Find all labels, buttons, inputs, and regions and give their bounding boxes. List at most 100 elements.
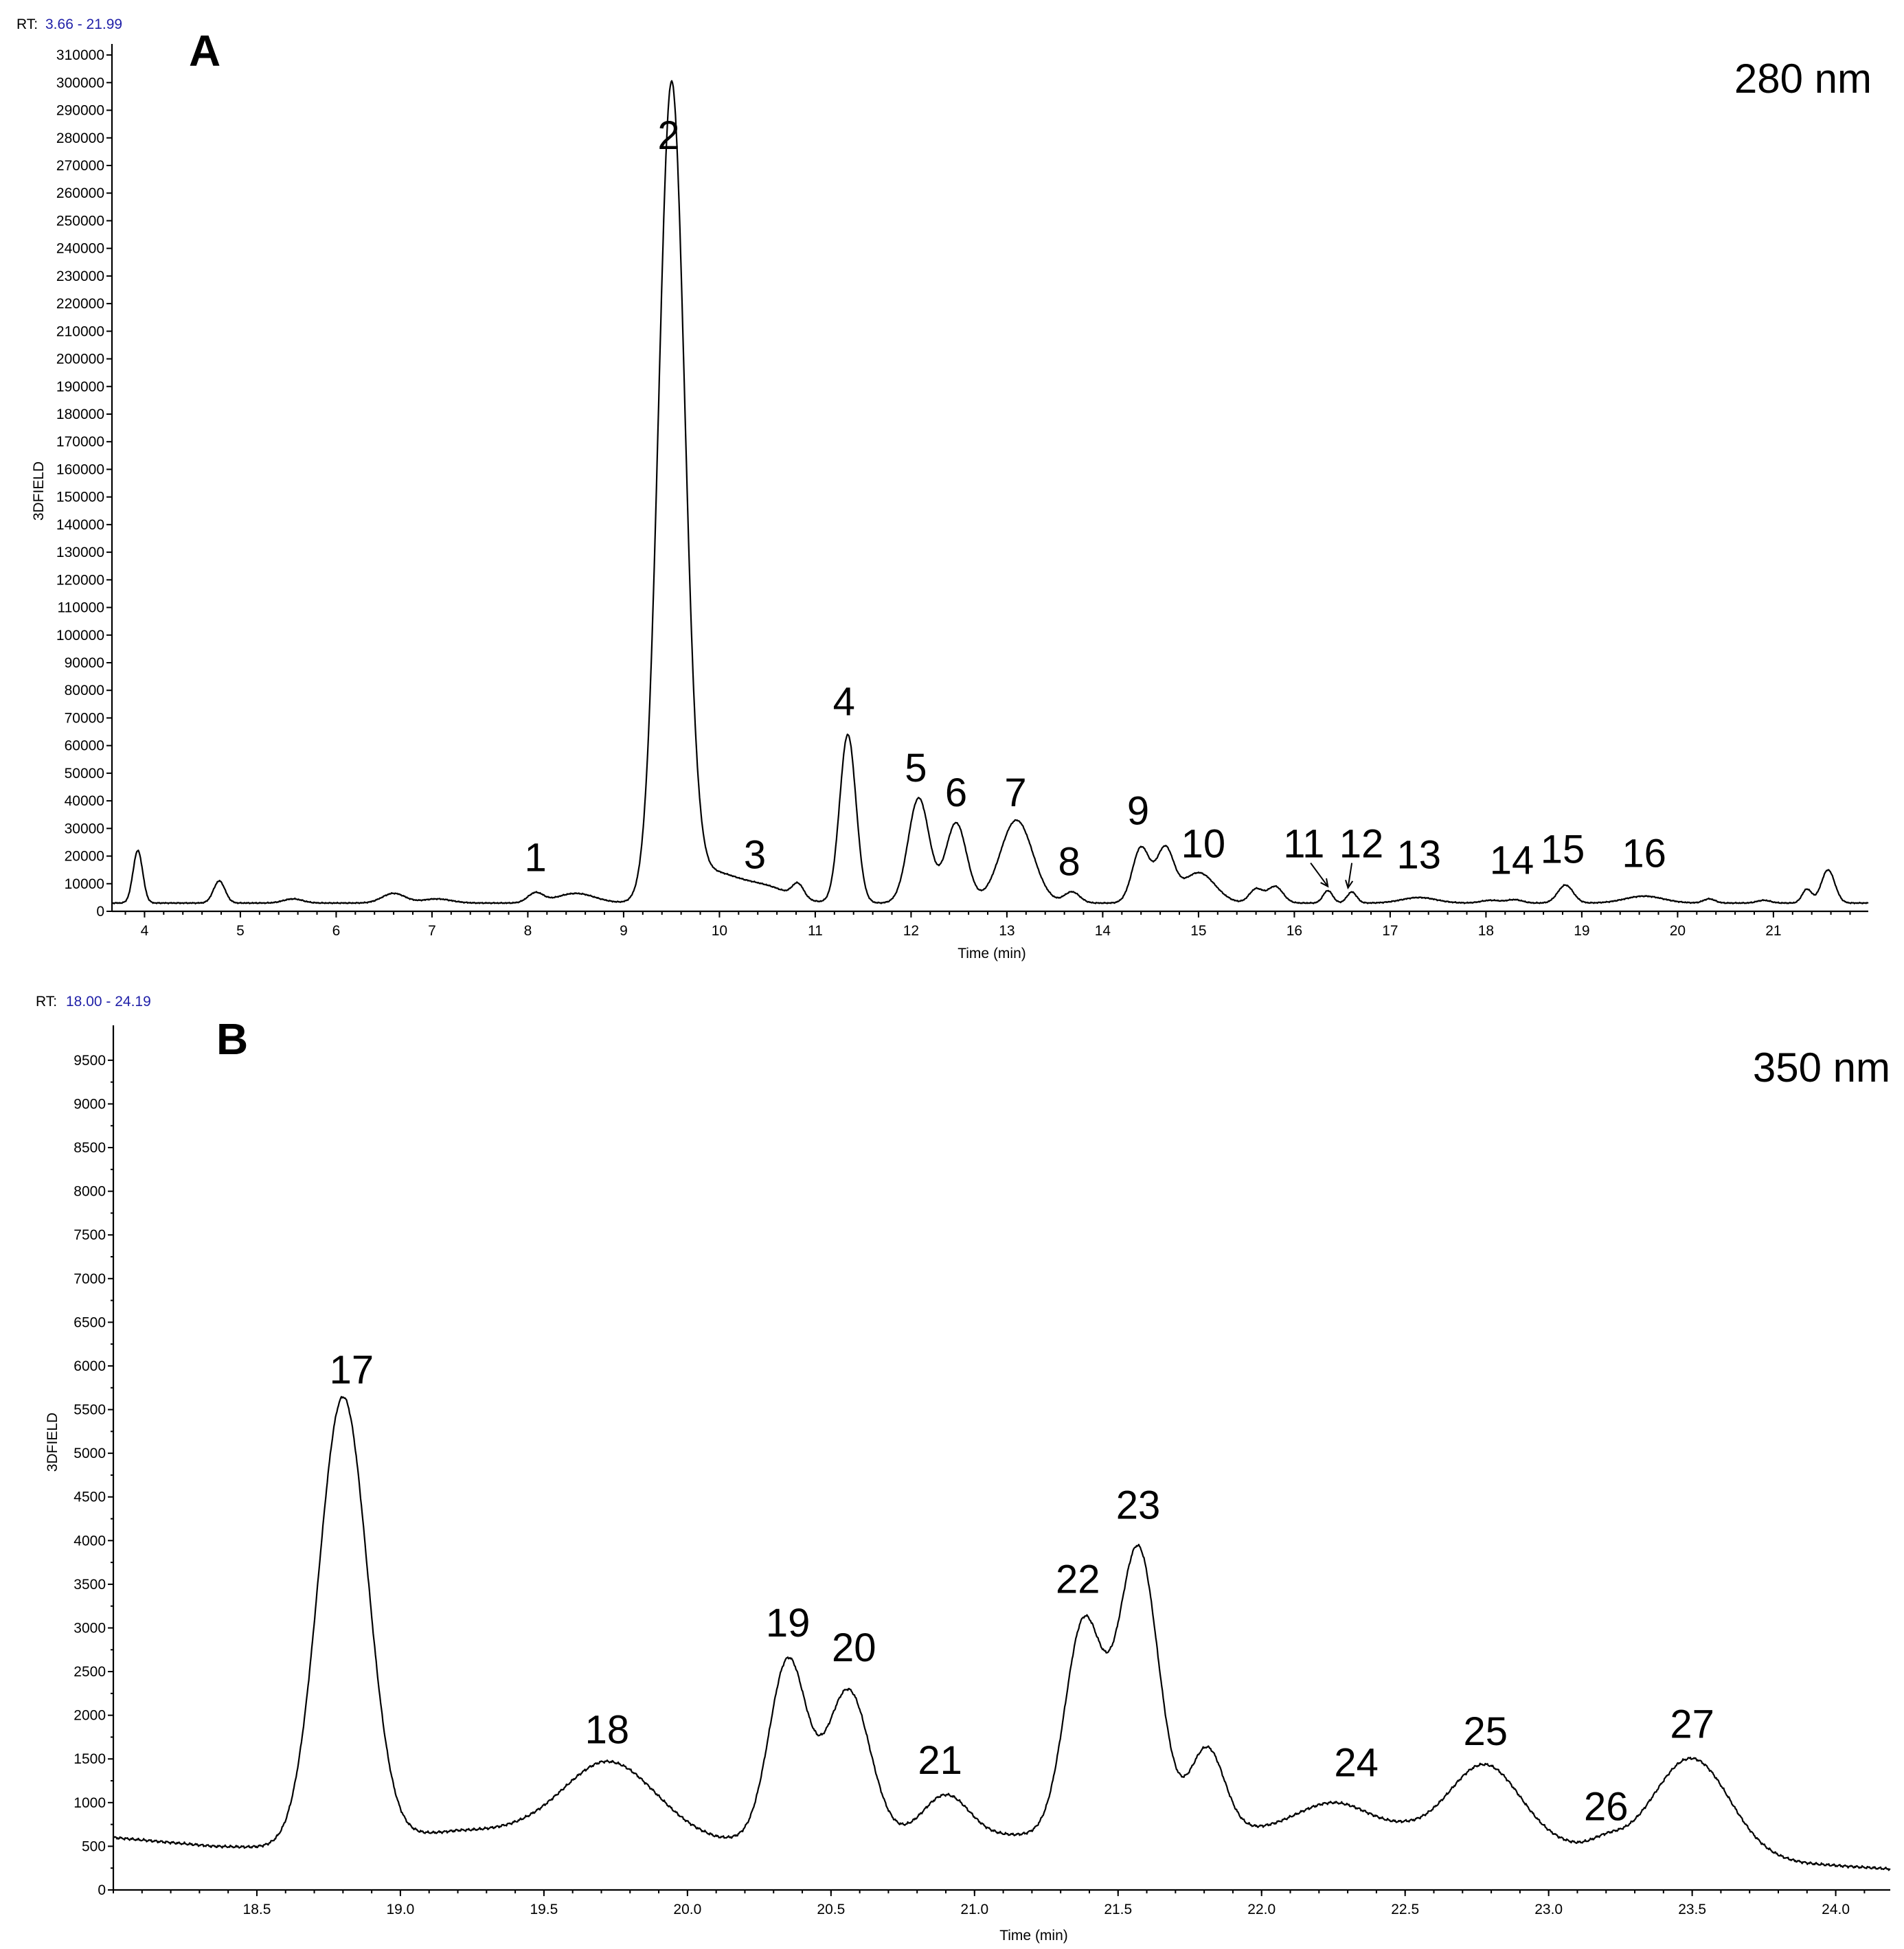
panel-a-y-ticks: 0 10000 20000 30000 40000 50000 60000 70000 8000… xyxy=(56,47,112,920)
pointer-arrow xyxy=(1347,863,1353,888)
y-tick-label: 30000 xyxy=(65,821,104,836)
y-tick-label: 180000 xyxy=(56,407,104,422)
y-tick-label: 40000 xyxy=(65,793,104,809)
peak-label-23: 23 xyxy=(1116,1483,1161,1528)
y-tick-label: 5500 xyxy=(73,1402,106,1418)
peak-label-21: 21 xyxy=(918,1738,962,1783)
panel-b: RT: 18.00 - 24.19 B 350 nm 3DFIELD Time … xyxy=(36,994,1891,1944)
y-tick-label: 130000 xyxy=(56,545,104,560)
y-tick-label: 5000 xyxy=(73,1446,106,1461)
x-tick-label: 10 xyxy=(712,923,727,939)
x-tick-label: 15 xyxy=(1190,923,1206,939)
y-tick-label: 280000 xyxy=(56,130,104,146)
y-tick-label: 150000 xyxy=(56,490,104,505)
x-tick-label: 6 xyxy=(332,923,341,939)
y-tick-label: 210000 xyxy=(56,323,104,339)
panel-b-y-axis-title: 3DFIELD xyxy=(45,1413,60,1472)
y-tick-label: 140000 xyxy=(56,517,104,533)
x-tick-label: 7 xyxy=(428,923,436,939)
arrow-head xyxy=(1320,878,1329,888)
x-tick-label: 24.0 xyxy=(1822,1902,1850,1917)
x-tick-label: 17 xyxy=(1382,923,1398,939)
peak-label-11: 11 xyxy=(1283,822,1324,867)
x-tick-label: 20.0 xyxy=(673,1902,701,1917)
pointer-arrow xyxy=(1310,863,1329,887)
peak-label-19: 19 xyxy=(766,1601,811,1645)
y-tick-label: 90000 xyxy=(65,655,104,671)
y-tick-label: 3000 xyxy=(73,1620,106,1636)
peak-label-5: 5 xyxy=(905,746,927,790)
panel-a: RT: 3.66 - 21.99 A 280 nm 3DFIELD Time (… xyxy=(16,16,1872,961)
y-tick-label: 240000 xyxy=(56,241,104,257)
panel-b-wavelength: 350 nm xyxy=(1753,1045,1890,1091)
peak-label-14: 14 xyxy=(1490,839,1534,883)
x-tick-label: 12 xyxy=(903,923,919,939)
panel-b-y-ticks: 0 500 1000 1500 2000 2500 3000 3500 4000 4500 5000… xyxy=(73,1053,113,1898)
x-tick-label: 21.0 xyxy=(960,1902,988,1917)
y-tick-label: 100000 xyxy=(56,628,104,643)
y-tick-label: 7000 xyxy=(73,1271,106,1287)
panel-b-rt-prefix: RT: xyxy=(36,994,57,1010)
peak-label-27: 27 xyxy=(1670,1702,1714,1747)
panel-a-y-axis-title: 3DFIELD xyxy=(31,461,47,521)
y-tick-label: 9000 xyxy=(73,1096,106,1112)
x-tick-label: 14 xyxy=(1095,923,1111,939)
y-tick-label: 4500 xyxy=(73,1490,106,1505)
y-tick-label: 290000 xyxy=(56,103,104,119)
x-tick-label: 22.5 xyxy=(1391,1902,1419,1917)
x-tick-label: 18 xyxy=(1478,923,1494,939)
y-tick-label: 230000 xyxy=(56,269,104,284)
peak-label-15: 15 xyxy=(1541,828,1585,872)
y-tick-label: 60000 xyxy=(65,738,104,754)
y-tick-label: 6500 xyxy=(73,1314,106,1330)
y-tick-label: 300000 xyxy=(56,75,104,91)
y-tick-label: 70000 xyxy=(65,710,104,726)
panel-b-chromatogram-trace xyxy=(113,1395,1891,1871)
y-tick-label: 0 xyxy=(96,904,104,920)
peak-label-25: 25 xyxy=(1463,1709,1508,1754)
x-tick-label: 16 xyxy=(1287,923,1302,939)
panel-a-rt-range: 3.66 - 21.99 xyxy=(45,16,122,32)
x-tick-label: 21 xyxy=(1765,923,1781,939)
x-tick-label: 11 xyxy=(808,923,823,939)
y-tick-label: 9500 xyxy=(73,1053,106,1069)
y-tick-label: 190000 xyxy=(56,379,104,395)
y-tick-label: 4000 xyxy=(73,1533,106,1549)
y-tick-label: 8000 xyxy=(73,1184,106,1200)
peak-label-8: 8 xyxy=(1058,840,1080,885)
x-tick-label: 20 xyxy=(1670,923,1686,939)
y-tick-label: 1000 xyxy=(73,1795,106,1811)
y-tick-label: 260000 xyxy=(56,185,104,201)
panel-a-letter: A xyxy=(189,26,220,76)
x-tick-label: 19 xyxy=(1574,923,1589,939)
x-tick-label: 5 xyxy=(236,923,245,939)
y-tick-label: 2500 xyxy=(73,1664,106,1680)
x-tick-label: 8 xyxy=(524,923,532,939)
peak-label-10: 10 xyxy=(1181,822,1226,867)
y-tick-label: 80000 xyxy=(65,683,104,698)
panel-a-x-ticks: 4 5 6 7 8 9 10 11 12 13 14 15 16 17 18 19 20 21 xyxy=(124,911,1851,939)
y-tick-label: 120000 xyxy=(56,572,104,588)
x-tick-label: 13 xyxy=(999,923,1015,939)
x-tick-label: 19.0 xyxy=(386,1902,414,1917)
peak-label-13: 13 xyxy=(1396,833,1441,878)
x-tick-label: 19.5 xyxy=(530,1902,558,1917)
y-tick-label: 1500 xyxy=(73,1751,106,1767)
peak-label-17: 17 xyxy=(330,1347,374,1392)
peak-label-1: 1 xyxy=(524,836,546,880)
panel-a-rt-prefix: RT: xyxy=(16,16,38,32)
y-tick-label: 220000 xyxy=(56,296,104,312)
panel-b-rt-range: 18.00 - 24.19 xyxy=(66,994,151,1010)
peak-label-22: 22 xyxy=(1056,1558,1100,1602)
x-tick-label: 22.0 xyxy=(1247,1902,1276,1917)
y-tick-label: 250000 xyxy=(56,213,104,229)
y-tick-label: 6000 xyxy=(73,1358,106,1374)
peak-label-2: 2 xyxy=(657,113,679,158)
arrow-head xyxy=(1345,880,1354,890)
y-tick-label: 20000 xyxy=(65,849,104,865)
peak-label-18: 18 xyxy=(585,1707,630,1752)
peak-label-26: 26 xyxy=(1584,1784,1629,1829)
panel-a-chromatogram-trace xyxy=(111,80,1869,904)
panel-a-x-axis-title: Time (min) xyxy=(957,946,1026,961)
